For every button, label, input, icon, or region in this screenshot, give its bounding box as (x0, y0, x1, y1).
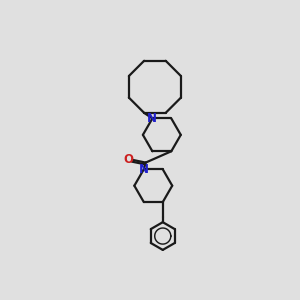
Text: N: N (147, 112, 158, 125)
Text: N: N (139, 163, 149, 176)
Text: O: O (123, 153, 133, 166)
